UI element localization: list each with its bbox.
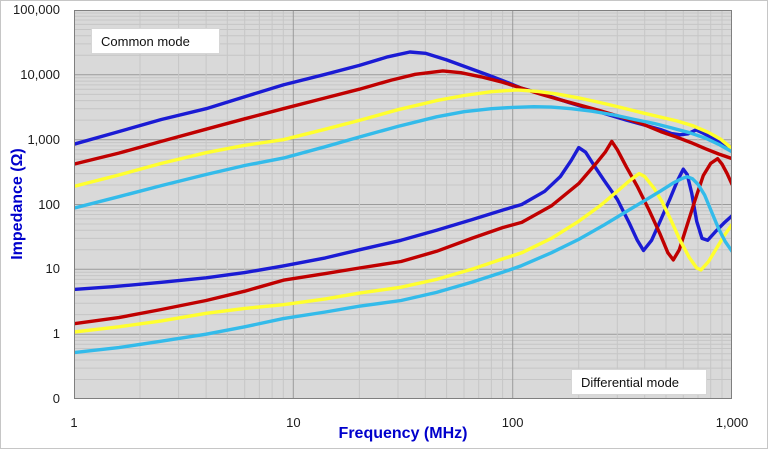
series-diff-yellow [74,171,732,334]
series-common-cyan [74,104,732,210]
plot-svg [74,10,732,399]
annotation-differential-mode: Differential mode [571,369,707,395]
y-tick-100: 100 [38,196,60,212]
y-tick-1: 1 [52,326,60,342]
x-tick-1: 1 [70,415,78,430]
y-tick-100,000: 100,000 [13,2,60,17]
plot-border [74,10,732,399]
y-tick-0: 0 [52,391,60,406]
series-common-yellow [74,88,732,189]
x-tick-100: 100 [501,415,524,430]
y-tick-10,000: 10,000 [20,66,60,82]
y-tick-10: 10 [45,261,60,277]
x-tick-10: 10 [286,415,301,430]
plot-area [74,10,732,399]
annotation-common-mode-label: Common mode [101,33,190,49]
x-tick-1,000: 1,000 [715,415,749,430]
x-axis-title: Frequency (MHz) [338,425,468,442]
series-common-red [74,69,732,166]
y-tick-1,000: 1,000 [27,131,60,147]
series-diff-cyan [74,174,732,355]
annotation-differential-mode-label: Differential mode [581,374,680,390]
annotation-common-mode: Common mode [91,28,220,54]
